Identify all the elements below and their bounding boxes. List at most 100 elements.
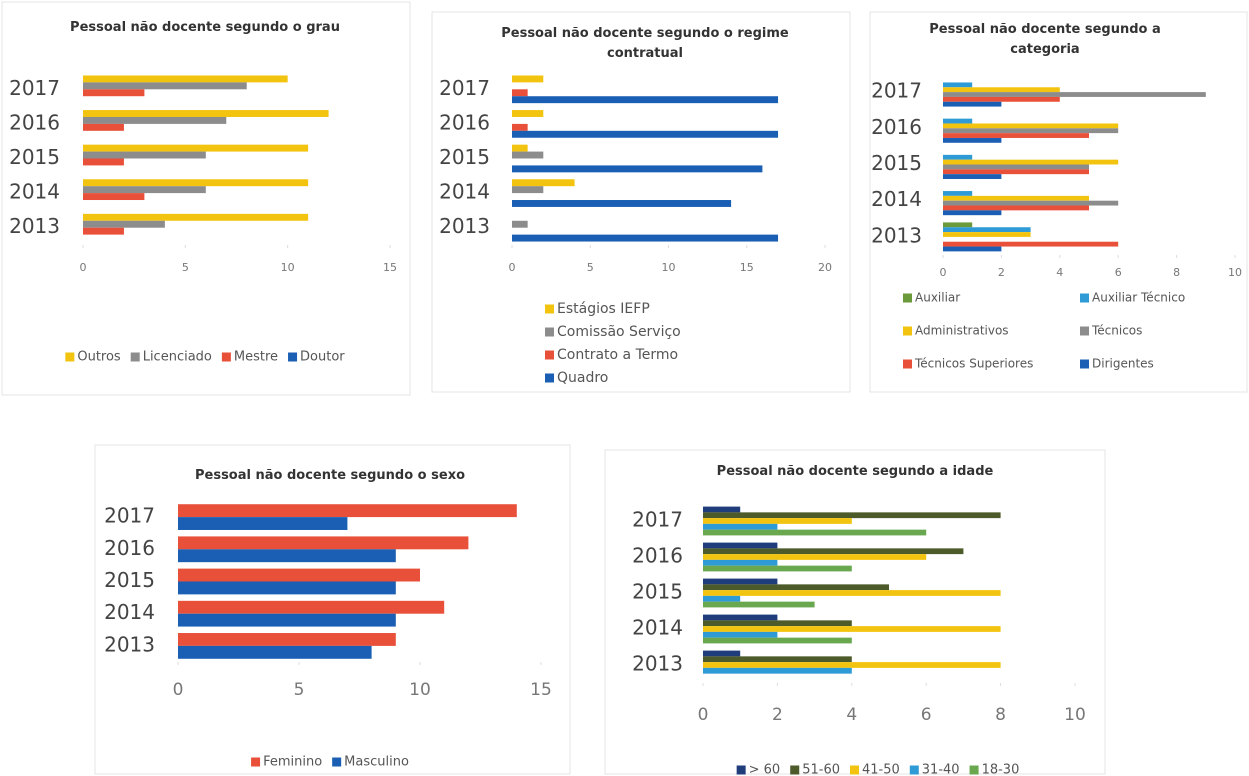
bar <box>83 193 145 201</box>
bar <box>943 169 1089 175</box>
bar <box>512 144 528 152</box>
legend-label: Quadro <box>557 370 608 386</box>
bar <box>512 234 779 242</box>
y-tick-label: 2015 <box>871 151 922 175</box>
bar <box>943 82 973 88</box>
bar <box>178 600 445 614</box>
legend-label: Outros <box>77 350 121 365</box>
chart-frame <box>869 11 1248 393</box>
legend-label: 31-40 <box>922 763 960 776</box>
x-tick-label: 0 <box>80 261 87 274</box>
legend-swatch <box>736 765 746 775</box>
bar <box>703 601 815 608</box>
bar <box>83 213 309 221</box>
x-tick-label: 8 <box>995 705 1006 725</box>
chart-title: Pessoal não docente segundo o regime con… <box>501 26 789 61</box>
y-tick-label: 2017 <box>439 76 490 100</box>
bar <box>512 123 528 131</box>
x-tick-label: 2 <box>772 705 783 725</box>
legend-swatch <box>790 765 800 775</box>
bar <box>943 128 1119 134</box>
y-tick-label: 2014 <box>632 616 683 640</box>
y-tick-label: 2013 <box>439 214 490 238</box>
x-tick-label: 5 <box>294 680 305 700</box>
x-tick-label: 0 <box>940 266 947 279</box>
bar <box>512 220 528 228</box>
legend-label: 41-50 <box>862 763 900 776</box>
bar <box>83 227 124 235</box>
legend-swatch <box>850 765 860 775</box>
legend-label: Licenciado <box>143 350 212 365</box>
bar <box>943 191 973 196</box>
legend-label: Dirigentes <box>1092 357 1154 371</box>
bar <box>943 96 1060 102</box>
legend-label: Administrativos <box>915 324 1009 338</box>
bar <box>178 504 517 518</box>
legend-swatch <box>1080 359 1089 369</box>
legend-swatch <box>903 326 912 336</box>
bar <box>512 200 732 207</box>
bar <box>512 151 544 159</box>
bar <box>83 220 165 228</box>
bar <box>943 174 1002 179</box>
bar <box>178 568 420 582</box>
y-tick-label: 2016 <box>9 110 60 134</box>
y-tick-label: 2016 <box>104 536 155 560</box>
chart-title: Pessoal não docente segundo a idade <box>716 464 994 479</box>
legend-label: Auxiliar Técnico <box>1092 291 1185 305</box>
bar <box>703 518 852 524</box>
bar <box>703 512 1001 519</box>
y-tick-label: 2015 <box>104 568 155 592</box>
bar <box>703 578 778 585</box>
bar <box>512 165 763 173</box>
legend-swatch <box>65 352 75 362</box>
chart-frame <box>1 1 411 396</box>
bar <box>512 89 528 97</box>
bar <box>83 89 145 97</box>
y-tick-label: 2014 <box>104 600 155 624</box>
legend-swatch <box>545 327 554 337</box>
chart-frame <box>604 449 1106 775</box>
bar <box>703 620 852 627</box>
bar <box>703 523 778 530</box>
bar <box>943 154 973 160</box>
x-tick-label: 0 <box>173 680 184 700</box>
x-tick-label: 8 <box>1173 266 1180 279</box>
legend-label: Técnicos <box>1091 324 1142 338</box>
bar <box>943 241 1119 247</box>
bar <box>943 222 973 228</box>
x-tick-label: 0 <box>509 261 516 274</box>
x-tick-label: 10 <box>1228 266 1242 279</box>
y-tick-label: 2017 <box>9 76 60 100</box>
legend-label: Contrato a Termo <box>557 347 678 363</box>
bar <box>178 581 396 595</box>
bar <box>703 529 927 536</box>
legend-swatch <box>130 352 140 362</box>
x-tick-label: 5 <box>182 261 189 274</box>
bar <box>83 151 206 159</box>
y-tick-label: 2013 <box>871 223 922 247</box>
bar <box>943 137 1002 143</box>
x-tick-label: 15 <box>530 680 552 700</box>
bar <box>943 118 973 124</box>
y-tick-label: 2017 <box>104 504 155 528</box>
x-tick-label: 2 <box>998 266 1005 279</box>
y-tick-label: 2013 <box>632 652 683 676</box>
bar <box>83 75 288 83</box>
bar <box>83 123 124 131</box>
bar <box>178 645 372 659</box>
y-tick-label: 2014 <box>439 180 490 204</box>
bar <box>943 210 1002 216</box>
legend-swatch <box>1080 326 1089 336</box>
chart-frame <box>431 11 851 393</box>
bar <box>943 232 1031 237</box>
bar <box>703 584 889 591</box>
y-tick-label: 2016 <box>871 115 922 139</box>
legend-label: Comissão Serviço <box>557 324 681 340</box>
bar <box>703 656 852 663</box>
y-tick-label: 2015 <box>9 145 60 169</box>
bar <box>83 158 124 166</box>
x-tick-label: 10 <box>409 680 431 700</box>
